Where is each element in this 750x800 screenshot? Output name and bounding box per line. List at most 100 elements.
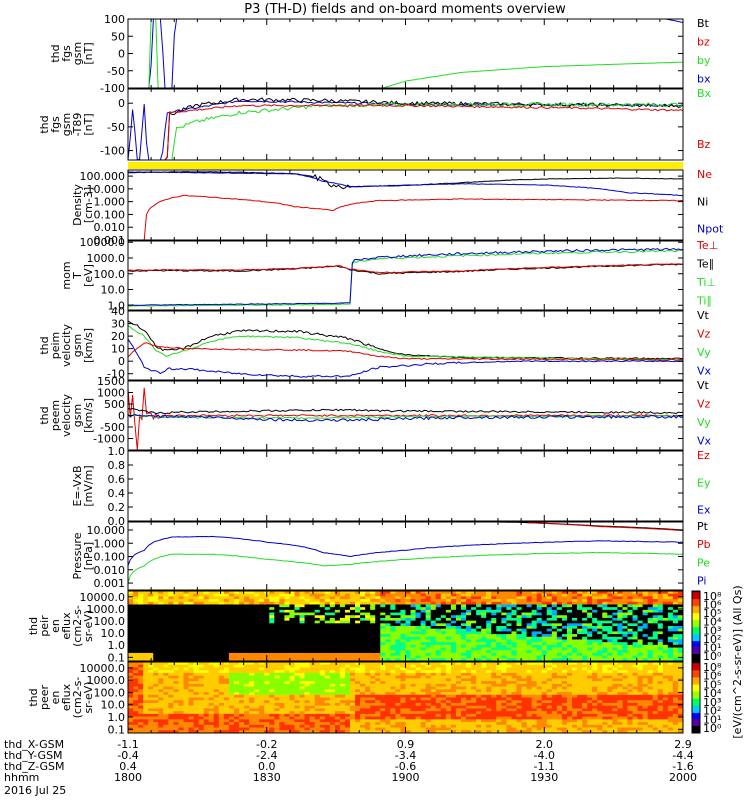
- spectrogram-cell: [360, 708, 366, 712]
- spectrogram-cell: [395, 647, 401, 651]
- spectrogram-cell: [168, 631, 174, 635]
- spectrogram-cell: [279, 683, 285, 688]
- spectrogram-cell: [223, 689, 230, 693]
- spectrogram-cell: [440, 626, 447, 630]
- spectrogram-cell: [350, 593, 356, 597]
- spectrogram-cell: [516, 591, 523, 595]
- spectrogram-cell: [223, 634, 230, 638]
- spectrogram-cell: [582, 650, 588, 654]
- spectrogram-cell: [350, 716, 356, 720]
- spectrogram-cell: [662, 655, 669, 659]
- spectrogram-cell: [592, 639, 598, 643]
- spectrogram-cell: [254, 722, 260, 726]
- spectrogram-cell: [516, 658, 523, 662]
- spectrogram-cell: [178, 658, 184, 662]
- spectrogram-cell: [133, 713, 139, 718]
- spectrogram-cell: [339, 667, 346, 671]
- spectrogram-cell: [138, 730, 144, 734]
- spectrogram-cell: [491, 642, 497, 646]
- spectrogram-cell: [400, 609, 406, 614]
- spectrogram-cell: [193, 670, 200, 674]
- spectrogram-cell: [168, 664, 174, 668]
- spectrogram-cell: [329, 713, 336, 718]
- spectrogram-cell: [324, 711, 331, 715]
- spectrogram-cell: [128, 708, 134, 712]
- spectrogram-cell: [677, 644, 684, 649]
- spectrogram-cell: [143, 626, 149, 630]
- spectrogram-cell: [435, 652, 442, 657]
- spectrogram-cell: [491, 604, 497, 608]
- y-axis-label: Pressure[nPa]: [71, 532, 95, 579]
- spectrogram-cell: [304, 686, 311, 690]
- spectrogram-cell: [329, 642, 336, 646]
- spectrogram-cell: [516, 599, 523, 603]
- spectrogram-cell: [289, 591, 295, 595]
- spectrogram-cell: [279, 727, 285, 731]
- spectrogram-cell: [188, 658, 195, 662]
- spectrogram-cell: [375, 716, 381, 720]
- spectrogram-cell: [168, 615, 174, 619]
- spectrogram-cell: [476, 623, 482, 627]
- spectrogram-cell: [491, 615, 497, 619]
- spectrogram-cell: [304, 642, 311, 646]
- spectrogram-cell: [476, 596, 482, 600]
- spectrogram-cell: [228, 697, 235, 701]
- spectrogram-cell: [173, 658, 179, 662]
- spectrogram-cell: [602, 652, 608, 657]
- spectrogram-cell: [239, 644, 245, 649]
- spectrogram-cell: [148, 683, 154, 688]
- spectrogram-cell: [355, 686, 361, 690]
- spectrogram-cell: [420, 617, 427, 622]
- panel-peir-spec: 10000.01000.0100.010.01.00.1thdpeirenefl…: [27, 590, 684, 664]
- spectrogram-cell: [329, 670, 336, 674]
- spectrogram-cell: [370, 623, 376, 627]
- spectrogram-cell: [264, 612, 270, 616]
- spectrogram-cell: [289, 642, 295, 646]
- spectrogram-cell: [193, 664, 200, 668]
- spectrogram-cell: [178, 664, 184, 668]
- spectrogram-cell: [133, 722, 139, 726]
- spectrogram-cell: [304, 607, 311, 611]
- spectrogram-cell: [556, 620, 563, 624]
- spectrogram-cell: [213, 713, 220, 718]
- spectrogram-cell: [471, 652, 477, 657]
- spectrogram-cell: [445, 620, 452, 624]
- spectrogram-cell: [627, 631, 634, 635]
- spectrogram-cell: [143, 730, 149, 734]
- spectrogram-cell: [551, 612, 558, 616]
- spectrogram-cell: [642, 615, 649, 619]
- spectrogram-cell: [188, 591, 195, 595]
- spectrogram-cell: [355, 719, 361, 723]
- spectrogram-cell: [561, 601, 568, 605]
- spectrogram-cell: [128, 599, 134, 603]
- spectrogram-cell: [264, 692, 270, 696]
- spectrogram-cell: [264, 705, 270, 709]
- spectrogram-cell: [304, 591, 311, 595]
- spectrogram-cell: [264, 647, 270, 651]
- spectrogram-cell: [511, 647, 517, 651]
- spectrogram-cell: [466, 607, 472, 611]
- spectrogram-cell: [173, 596, 179, 600]
- spectrogram-cell: [521, 623, 528, 627]
- spectrogram-cell: [582, 644, 588, 649]
- spectrogram-cell: [375, 615, 381, 619]
- spectrogram-cell: [178, 711, 184, 715]
- spectrogram-cell: [496, 655, 502, 659]
- spectrogram-cell: [511, 609, 517, 614]
- spectrogram-cell: [334, 678, 341, 682]
- spectrogram-cell: [299, 636, 306, 640]
- spectrogram-cell: [178, 724, 184, 729]
- spectrogram-cell: [198, 662, 205, 666]
- spectrogram-cell: [324, 672, 331, 677]
- spectrogram-cell: [294, 639, 301, 643]
- spectrogram-cell: [375, 591, 381, 595]
- spectrogram-cell: [400, 692, 406, 696]
- spectrogram-cell: [370, 702, 376, 707]
- spectrogram-cell: [259, 628, 265, 632]
- spectrogram-cell: [531, 617, 538, 622]
- spectrogram-cell: [148, 631, 154, 635]
- spectrogram-cell: [415, 601, 422, 605]
- spectrogram-cell: [344, 727, 351, 731]
- y-tick-label: 10.000: [87, 524, 126, 537]
- spectrogram-cell: [269, 683, 275, 688]
